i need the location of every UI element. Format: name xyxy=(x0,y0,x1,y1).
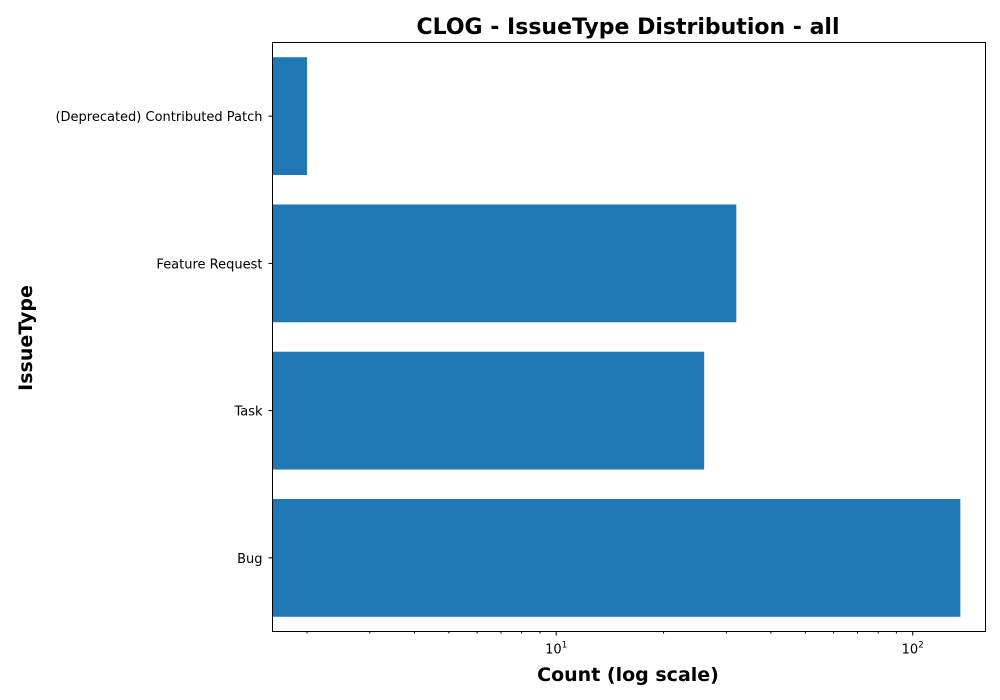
chart-title: CLOG - IssueType Distribution - all xyxy=(416,15,839,40)
bar-feature-request xyxy=(272,204,737,323)
bar-task xyxy=(272,351,705,470)
x-axis-ticks: 101 102 xyxy=(306,631,924,658)
bar-bug xyxy=(272,498,961,617)
plot-frame xyxy=(272,42,986,632)
x-axis-label: Count (log scale) xyxy=(537,664,719,686)
y-tick-label: Feature Request xyxy=(156,257,262,272)
x-tick-label: 101 xyxy=(545,641,567,658)
bar-deprecated-contributed-patch xyxy=(272,57,308,176)
x-tick-label: 102 xyxy=(902,641,924,658)
y-axis-ticks: (Deprecated) Contributed Patch Feature Re… xyxy=(55,110,273,567)
y-tick-label: Task xyxy=(233,405,263,420)
y-tick-label: Bug xyxy=(237,552,262,567)
bars xyxy=(272,57,961,617)
y-tick-label: (Deprecated) Contributed Patch xyxy=(55,110,262,125)
y-axis-label: IssueType xyxy=(15,285,37,391)
